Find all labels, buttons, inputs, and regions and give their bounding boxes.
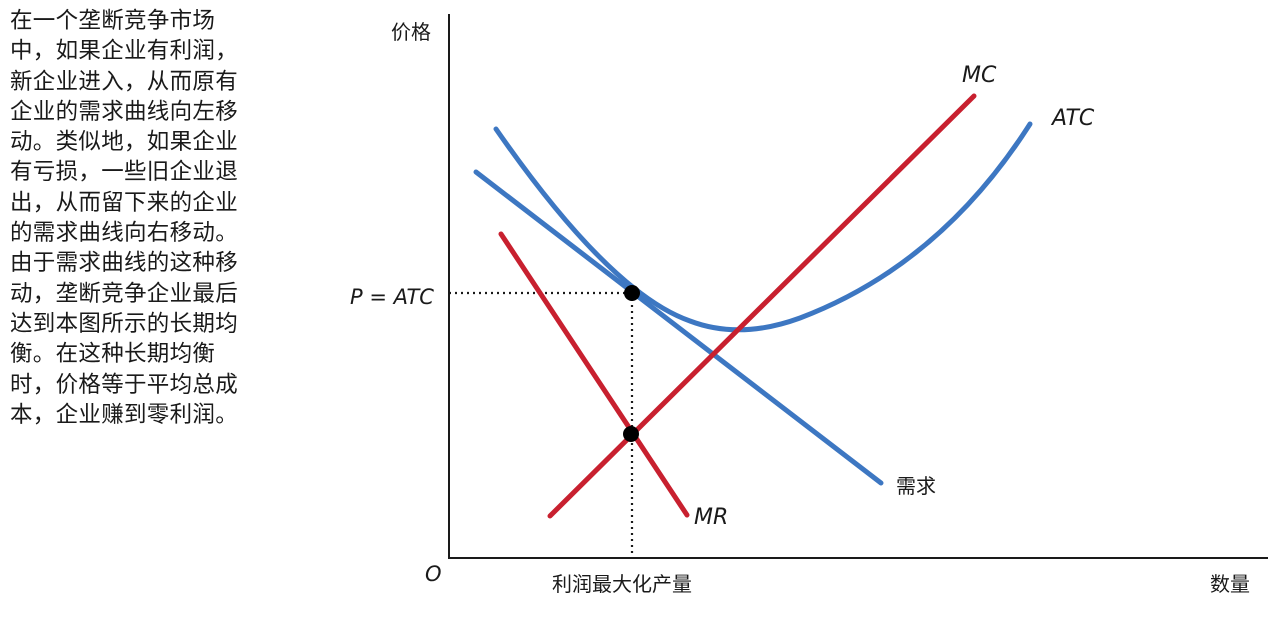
demand-curve <box>473 169 884 486</box>
atc-label: ATC <box>1050 106 1095 131</box>
y-axis-label: 价格 <box>391 20 431 44</box>
caption-line: 由于需求曲线的这种移 <box>10 250 239 277</box>
caption-line: 有亏损，一些旧企业退 <box>10 159 239 186</box>
caption-line: 企业的需求曲线向左移 <box>10 98 239 125</box>
caption-line: 中，如果企业有利润， <box>10 38 239 65</box>
caption-line: 新企业进入，从而原有 <box>10 68 239 95</box>
caption-line: 的需求曲线向右移动。 <box>10 220 239 247</box>
x-axis-label: 数量 <box>1210 572 1250 596</box>
equilibrium-point <box>624 285 640 301</box>
mr-mc-intersection-point <box>623 426 639 442</box>
caption-line: 衡。在这种长期均衡 <box>10 341 216 368</box>
demand-label: 需求 <box>896 474 936 498</box>
price-axis-label: P = ATC <box>350 285 434 309</box>
mr-curve <box>498 231 690 518</box>
caption-line: 达到本图所示的长期均 <box>10 310 239 337</box>
mr-label: MR <box>694 505 728 530</box>
mc-curve <box>547 93 977 519</box>
caption-line: 动，垄断竞争企业最后 <box>10 280 239 307</box>
origin-label: O <box>425 562 442 586</box>
caption-line: 动。类似地，如果企业 <box>10 129 239 156</box>
caption-line: 时，价格等于平均总成 <box>10 371 239 398</box>
caption-line: 本，企业赚到零利润。 <box>10 401 239 428</box>
caption-line: 在一个垄断竞争市场 <box>10 8 216 34</box>
caption-text: 在一个垄断竞争市场 中，如果企业有利润， 新企业进入，从而原有 企业的需求曲线向… <box>10 6 285 430</box>
quantity-axis-label: 利润最大化产量 <box>552 572 692 596</box>
caption-line: 出，从而留下来的企业 <box>10 189 239 216</box>
mc-label: MC <box>962 63 997 88</box>
atc-curve <box>493 121 1033 333</box>
